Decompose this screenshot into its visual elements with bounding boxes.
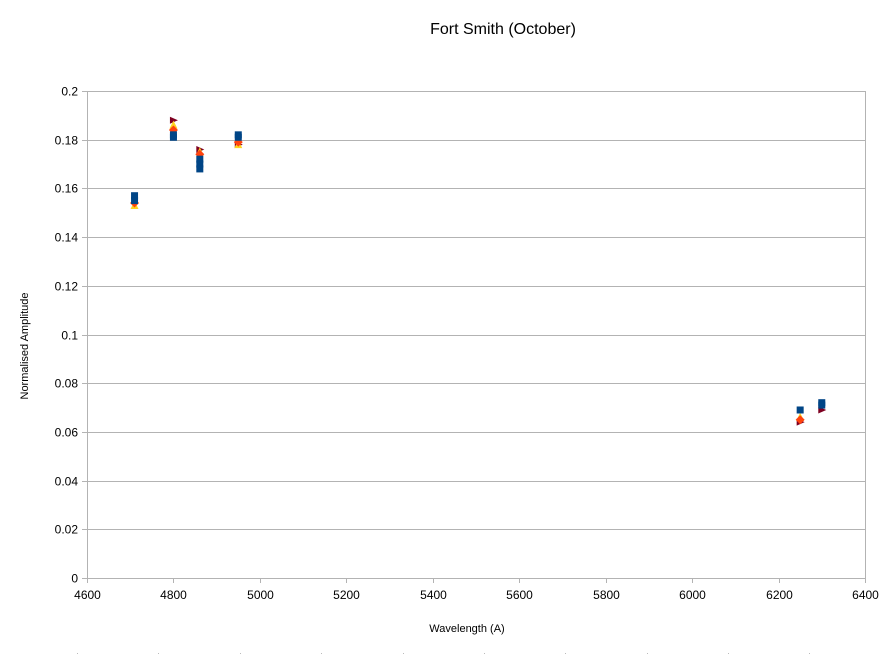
x-tick-label: 5200 — [333, 588, 360, 602]
footer-dot — [647, 653, 648, 654]
data-point — [196, 160, 204, 168]
y-tick-label: 0.04 — [55, 475, 79, 489]
data-point — [795, 415, 805, 425]
y-tick-label: 0.2 — [61, 85, 78, 99]
footer-dot — [403, 653, 404, 654]
y-tick-label: 0.06 — [55, 426, 79, 440]
data-point — [234, 133, 242, 141]
footer-dot — [565, 653, 566, 654]
x-tick-label: 5000 — [247, 588, 274, 602]
x-tick-label: 5800 — [593, 588, 620, 602]
footer-dot — [158, 653, 159, 654]
data-point — [131, 192, 139, 200]
y-axis-ticks: 0 0.02 0.04 0.06 0.08 0.1 0.12 0.14 0.16 0.18 0.2 — [55, 85, 87, 586]
x-tick-label: 6200 — [766, 588, 793, 602]
data-point — [196, 165, 204, 173]
y-tick-label: 0.08 — [55, 377, 79, 391]
x-axis-ticks: 4600 4800 5000 5200 5400 5600 5800 6000 6200 6400 — [74, 578, 879, 602]
data-points — [130, 116, 827, 426]
footer-dot — [321, 653, 322, 654]
data-point — [131, 197, 139, 205]
gridlines — [87, 91, 865, 579]
footer-dot — [484, 653, 485, 654]
y-tick-label: 0.1 — [61, 329, 78, 343]
data-point — [196, 155, 204, 163]
x-tick-label: 5600 — [506, 588, 533, 602]
y-tick-label: 0.16 — [55, 182, 79, 196]
footer-dot — [77, 653, 78, 654]
y-tick-label: 0.14 — [55, 231, 79, 245]
footer-dots — [77, 653, 810, 654]
x-tick-label: 6000 — [679, 588, 706, 602]
chart-title: Fort Smith (October) — [430, 21, 576, 38]
x-tick-label: 5400 — [420, 588, 447, 602]
data-point — [169, 120, 178, 129]
footer-dot — [240, 653, 241, 654]
y-axis-label: Normalised Amplitude — [19, 293, 31, 400]
x-tick-label: 4800 — [160, 588, 187, 602]
x-tick-label: 4600 — [74, 588, 101, 602]
x-tick-label: 6400 — [852, 588, 879, 602]
data-point — [169, 133, 177, 141]
data-point — [796, 406, 804, 414]
y-tick-label: 0.12 — [55, 280, 79, 294]
y-tick-label: 0 — [71, 572, 78, 586]
plot-frame — [87, 91, 866, 579]
y-tick-label: 0.18 — [55, 134, 79, 148]
footer-dot — [809, 653, 810, 654]
data-point — [169, 116, 178, 124]
data-point — [818, 401, 826, 409]
footer-dot — [728, 653, 729, 654]
y-tick-label: 0.02 — [55, 523, 79, 537]
axes — [87, 91, 866, 579]
x-axis-label: Wavelength (A) — [429, 623, 504, 635]
